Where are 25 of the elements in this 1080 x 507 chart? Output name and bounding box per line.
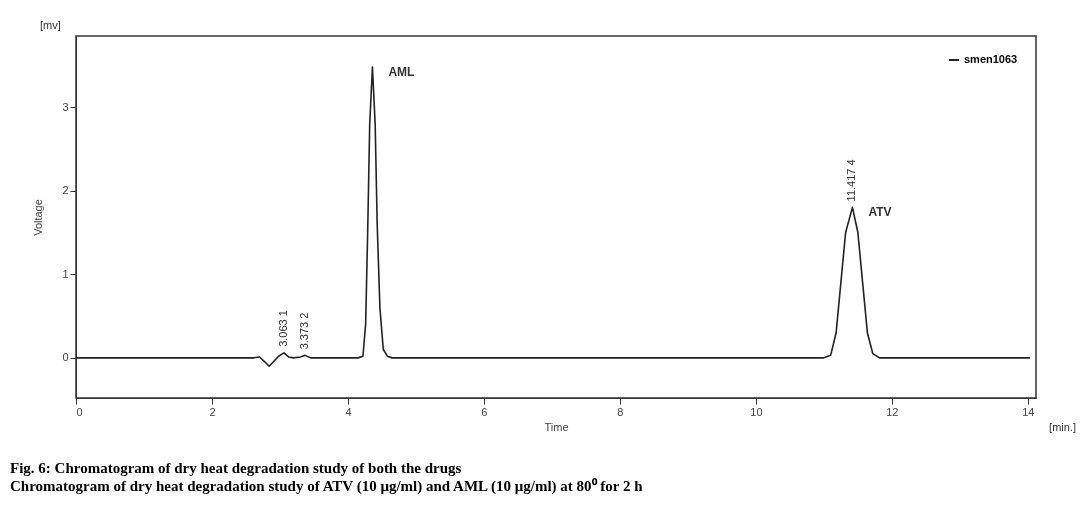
y-tick-label: 1 — [62, 267, 69, 280]
annotation: AML — [388, 64, 415, 79]
x-tick-label: 14 — [1022, 405, 1035, 418]
x-tick-label: 4 — [345, 405, 352, 418]
y-axis-title: Voltage — [32, 199, 45, 236]
text: Chromatogram of dry heat degradation study of ATV (10 μg/ml) and AML (10 μg/ml) at 80⁰ for 2 h — [10, 477, 644, 495]
x-tick-label: 2 — [209, 405, 216, 418]
text: Fig. 6: Chromatogram of dry heat degradation study of both the drugs — [10, 460, 462, 476]
annotation: ATV — [868, 205, 892, 220]
legend-label: smen1063 — [964, 53, 1018, 65]
annotation: 3.063 1 — [277, 310, 290, 347]
text: [min.] — [1049, 421, 1076, 433]
x-tick-label: 8 — [617, 405, 624, 418]
x-axis-title: Time — [544, 420, 569, 433]
x-tick-label: 12 — [886, 405, 899, 418]
annotation: 11.417 4 — [845, 159, 858, 202]
y-tick-label: 3 — [62, 100, 69, 113]
y-tick-label: 0 — [62, 351, 69, 364]
text: [mv] — [40, 19, 61, 31]
x-tick-label: 6 — [481, 405, 488, 418]
y-tick-label: 2 — [62, 184, 69, 197]
line-series — [75, 66, 1031, 368]
x-tick-label: 10 — [750, 405, 763, 418]
x-tick-label: 0 — [76, 405, 83, 418]
annotation: 3.373 2 — [298, 312, 311, 350]
